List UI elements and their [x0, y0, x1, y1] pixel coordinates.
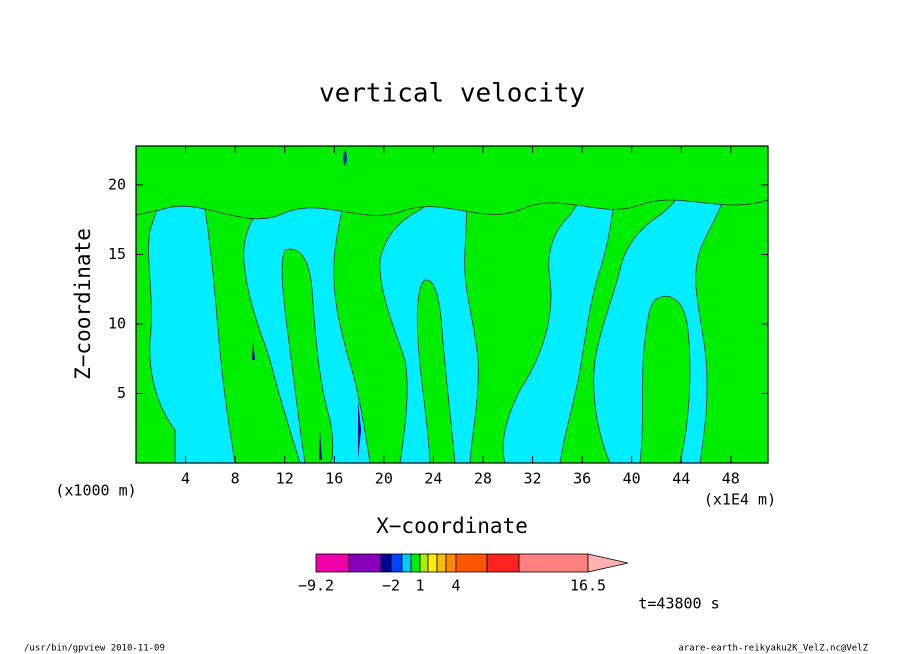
colorbar-box: [518, 553, 589, 573]
colorbar-tick-label: 1: [415, 577, 424, 595]
colorbar-box: [390, 553, 403, 573]
colorbar-box: [427, 553, 438, 573]
colorbar-tick-label: 16.5: [570, 577, 606, 595]
colorbar-box: [380, 553, 392, 573]
y-tick-label: 20: [108, 175, 126, 193]
x-tick-label: 36: [573, 470, 591, 488]
contour-region: [281, 248, 334, 463]
colorbar-box: [410, 553, 421, 573]
colorbar-box: [445, 553, 457, 573]
colorbar-box: [348, 553, 382, 573]
contour-region: [333, 146, 461, 463]
colorbar-tick-label: −2: [382, 577, 400, 595]
contour-region: [343, 150, 347, 166]
x-tick-label: 44: [672, 470, 690, 488]
x-unit-label: (x1E4 m): [704, 491, 776, 509]
x-tick-label: 28: [474, 470, 492, 488]
contour-region: [136, 146, 768, 220]
y-unit-label: (x1000 m): [55, 482, 136, 500]
footer-right: arare-earth-reikyaku2K_VelZ.nc@VelZ: [678, 644, 868, 654]
x-tick-label: 32: [524, 470, 542, 488]
x-axis-label: X−coordinate: [376, 514, 528, 538]
colorbar-extension: [587, 553, 629, 573]
colorbar: −9.2 −2 1 4 16.5: [298, 553, 629, 595]
colorbar-box: [486, 553, 520, 573]
colorbar-box: [455, 553, 488, 573]
y-tick-label: 15: [108, 245, 126, 263]
footer-left: /usr/bin/gpview 2010-11-09: [24, 644, 165, 654]
x-tick-label: 16: [325, 470, 343, 488]
y-tick-label: 5: [117, 384, 126, 402]
chart-title: vertical velocity: [319, 79, 585, 109]
x-tick-label: 48: [722, 470, 740, 488]
colorbar-box: [419, 553, 429, 573]
colorbar-tick-label: 4: [451, 577, 460, 595]
contour-field: [136, 146, 768, 463]
colorbar-box: [401, 553, 412, 573]
x-tick-label: 4: [181, 470, 190, 488]
colorbar-box: [436, 553, 447, 573]
contour-region: [639, 295, 691, 463]
colorbar-box: [315, 553, 350, 573]
x-tick-label: 12: [276, 470, 294, 488]
plot-frame: [135, 145, 769, 464]
time-label: t=43800 s: [638, 595, 719, 613]
x-tick-label: 8: [231, 470, 240, 488]
y-axis-label: Z−coordinate: [71, 228, 95, 380]
x-tick-label: 40: [623, 470, 641, 488]
x-tick-label: 24: [424, 470, 442, 488]
x-tick-label: 20: [375, 470, 393, 488]
contour-region: [464, 146, 601, 463]
y-tick-label: 10: [108, 314, 126, 332]
contour-region: [416, 279, 456, 463]
colorbar-tick-label: −9.2: [298, 577, 334, 595]
